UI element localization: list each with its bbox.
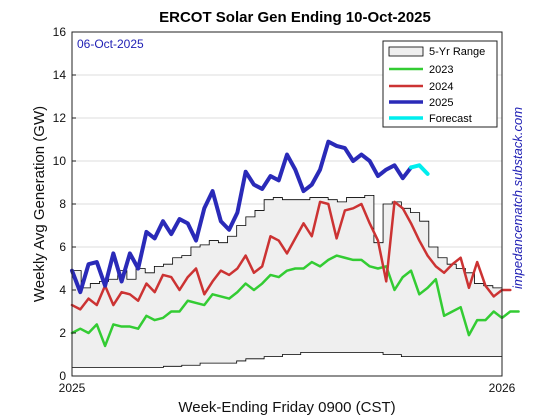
legend-range-label: 5-Yr Range — [429, 46, 485, 58]
y-tick-label: 8 — [59, 197, 66, 211]
series-2024-line — [70, 200, 512, 311]
legend-forecast-label: Forecast — [429, 113, 472, 125]
y-axis: 0 2 4 6 8 10 12 14 16 — [53, 25, 76, 383]
range-upper-edge — [72, 194, 502, 289]
y-tick-label: 4 — [59, 283, 66, 297]
x-tick-label: 2026 — [489, 381, 516, 395]
y-tick-label: 6 — [59, 240, 66, 254]
legend-2023-label: 2023 — [429, 64, 453, 76]
x-axis: 2025 2026 — [59, 381, 516, 395]
y-tick-label: 0 — [59, 369, 66, 383]
legend-item-2025: 2025 — [389, 97, 453, 109]
legend-item-range: 5-Yr Range — [388, 46, 485, 58]
y-tick-label: 14 — [53, 68, 67, 82]
legend: 5-Yr Range 2023 2024 2025 Forecast — [382, 40, 498, 128]
series-forecast-line — [409, 163, 430, 176]
legend-item-forecast: Forecast — [389, 113, 472, 125]
series-2023-line — [70, 254, 520, 348]
legend-range-swatch — [388, 46, 424, 57]
legend-2025-label: 2025 — [429, 97, 453, 109]
date-label: 06-Oct-2025 — [77, 37, 144, 51]
y-tick-label: 16 — [53, 25, 67, 39]
legend-item-2024: 2024 — [389, 81, 453, 93]
series-2025-line — [70, 139, 414, 295]
legend-2024-label: 2024 — [429, 81, 453, 93]
five-year-range-band — [72, 194, 502, 368]
series-lines — [70, 139, 520, 348]
credit-text: impedancematch.substack.com — [510, 107, 525, 289]
x-axis-label: Week-Ending Friday 0900 (CST) — [178, 399, 395, 416]
y-tick-label: 12 — [53, 111, 67, 125]
range-fill — [72, 195, 502, 368]
chart-title: ERCOT Solar Gen Ending 10-Oct-2025 — [159, 9, 431, 26]
legend-item-2023: 2023 — [389, 64, 453, 76]
y-axis-label: Weekly Avg Generation (GW) — [31, 106, 48, 302]
y-tick-label: 2 — [59, 326, 66, 340]
y-tick-label: 10 — [53, 154, 67, 168]
range-lower-edge — [72, 351, 502, 368]
x-tick-label: 2025 — [59, 381, 86, 395]
